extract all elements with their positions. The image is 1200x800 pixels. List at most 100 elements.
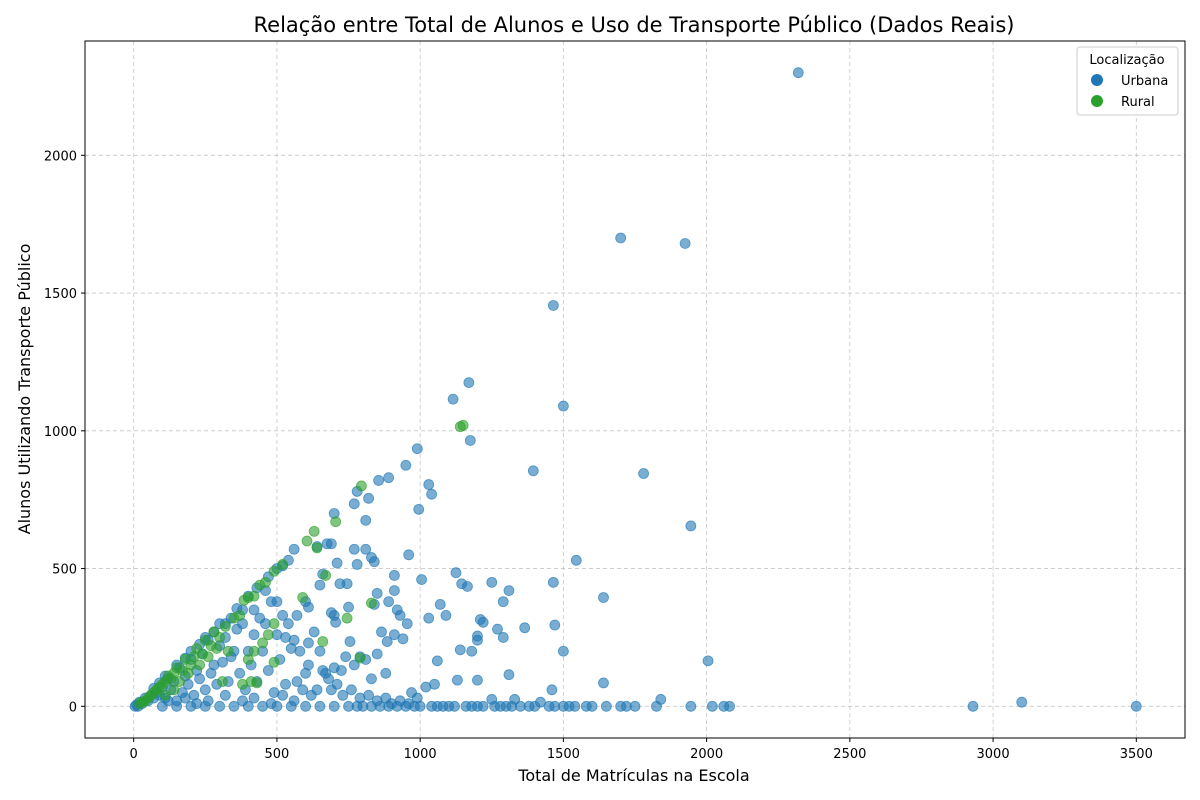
y-axis-label: Alunos Utilizando Transporte Público: [15, 244, 34, 535]
point-urbana: [431, 655, 443, 667]
point-urbana: [305, 689, 317, 701]
point-rural: [311, 542, 323, 554]
point-urbana: [366, 673, 377, 685]
point-rural: [211, 643, 223, 654]
point-urbana: [547, 576, 559, 588]
x-tick-label: 2500: [833, 747, 866, 762]
point-urbana: [454, 644, 466, 656]
point-rural: [254, 579, 266, 591]
point-urbana: [503, 669, 515, 681]
point-urbana: [265, 698, 277, 709]
point-urbana: [262, 665, 274, 676]
point-urbana: [397, 633, 409, 645]
point-urbana: [179, 692, 191, 704]
point-urbana: [460, 700, 472, 712]
point-urbana: [497, 596, 509, 608]
point-urbana: [343, 601, 354, 613]
point-rural: [268, 618, 280, 630]
point-rural: [262, 629, 274, 641]
point-urbana: [348, 498, 360, 510]
legend: Localização Urbana Rural: [1076, 46, 1179, 116]
point-urbana: [291, 610, 303, 621]
point-urbana: [341, 578, 353, 590]
point-urbana: [472, 674, 483, 686]
point-urbana: [228, 700, 240, 712]
point-rural: [366, 597, 377, 609]
point-urbana: [792, 67, 804, 79]
point-rural: [330, 516, 342, 528]
point-urbana: [557, 645, 569, 657]
point-urbana: [300, 700, 311, 712]
point-urbana: [277, 610, 289, 621]
point-rural: [301, 535, 313, 547]
point-urbana: [191, 698, 203, 709]
point-urbana: [330, 616, 342, 628]
x-tick-label: 3500: [1120, 747, 1153, 762]
point-urbana: [706, 700, 718, 712]
point-urbana: [1016, 696, 1028, 708]
point-urbana: [288, 695, 300, 707]
point-urbana: [679, 238, 691, 249]
point-urbana: [271, 596, 283, 608]
point-urbana: [383, 472, 395, 484]
point-rural: [179, 654, 191, 665]
point-urbana: [416, 574, 427, 585]
point-urbana: [303, 659, 314, 671]
point-urbana: [434, 598, 446, 610]
point-urbana: [497, 632, 509, 643]
point-urbana: [464, 435, 476, 446]
point-urbana: [320, 667, 332, 679]
point-urbana: [280, 678, 291, 690]
point-urbana: [360, 543, 372, 555]
x-tick-label: 0: [130, 747, 138, 762]
point-urbana: [217, 656, 228, 668]
point-urbana: [291, 676, 303, 687]
point-urbana: [447, 393, 459, 405]
point-urbana: [285, 643, 297, 654]
x-tick-label: 500: [265, 747, 290, 762]
point-rural: [277, 559, 289, 570]
point-urbana: [403, 549, 415, 561]
point-urbana: [331, 557, 343, 569]
point-urbana: [426, 700, 438, 712]
x-tick-label: 3000: [977, 747, 1010, 762]
point-urbana: [598, 592, 609, 603]
point-urbana: [360, 514, 372, 526]
legend-label-rural: Rural: [1121, 95, 1155, 110]
point-urbana: [413, 503, 425, 515]
point-rural: [134, 698, 145, 709]
point-urbana: [348, 659, 360, 671]
point-urbana: [368, 556, 380, 568]
point-urbana: [282, 618, 294, 630]
point-urbana: [314, 700, 326, 712]
x-tick-label: 1000: [404, 747, 437, 762]
point-urbana: [451, 674, 463, 686]
point-urbana: [205, 667, 217, 679]
point-urbana: [401, 618, 413, 630]
point-rural: [268, 565, 280, 577]
point-urbana: [348, 543, 360, 555]
point-rural: [219, 621, 231, 632]
point-urbana: [411, 443, 423, 455]
point-rural: [174, 676, 185, 687]
point-urbana: [248, 604, 260, 616]
point-urbana: [351, 700, 363, 712]
y-tick-label: 0: [69, 700, 77, 715]
point-rural: [248, 645, 260, 657]
point-urbana: [373, 475, 385, 486]
point-rural: [297, 592, 309, 603]
point-urbana: [426, 488, 438, 500]
point-rural: [199, 634, 211, 646]
point-urbana: [557, 400, 569, 412]
point-rural: [238, 594, 250, 606]
point-urbana: [547, 300, 559, 311]
chart-title: Relação entre Total de Alunos e Uso de T…: [254, 13, 1015, 37]
point-urbana: [280, 632, 291, 643]
point-urbana: [486, 576, 498, 588]
point-urbana: [202, 695, 214, 707]
point-urbana: [388, 570, 400, 581]
point-rural: [202, 651, 214, 663]
point-urbana: [1130, 700, 1142, 712]
point-urbana: [219, 689, 231, 701]
point-urbana: [489, 700, 501, 712]
